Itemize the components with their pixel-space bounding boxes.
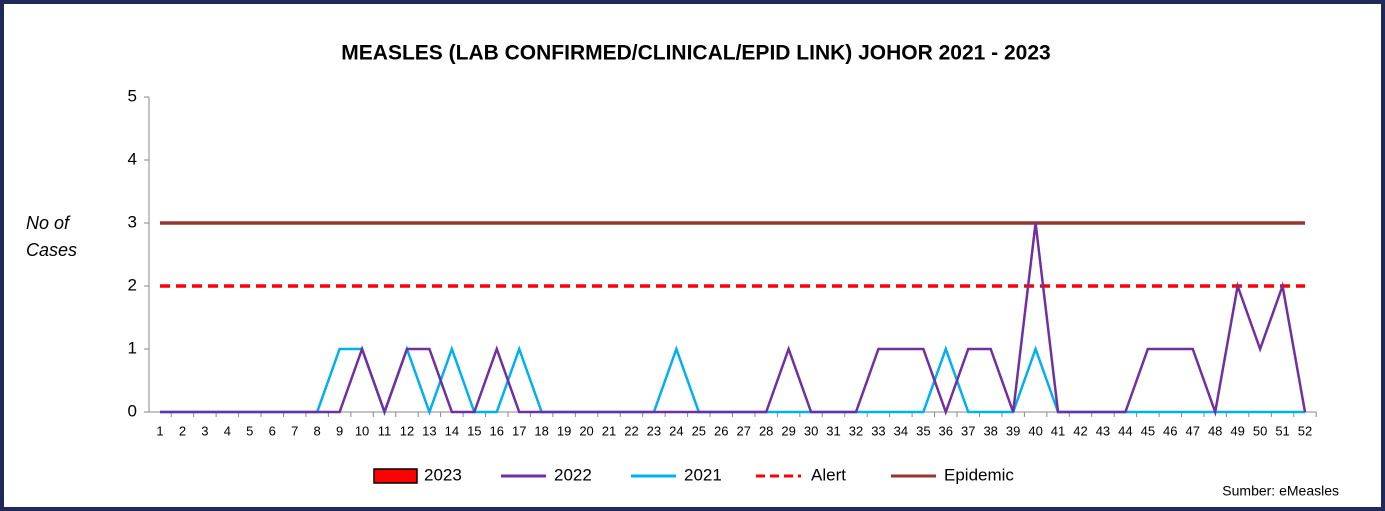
x-tick-label: 29 <box>781 423 795 438</box>
x-tick-label: 47 <box>1186 423 1200 438</box>
series-line <box>160 222 1307 417</box>
x-tick-label: 37 <box>961 423 975 438</box>
x-tick-label: 32 <box>849 423 863 438</box>
x-tick-label: 1 <box>156 423 163 438</box>
x-tick-label: 35 <box>916 423 930 438</box>
chart: MEASLES (LAB CONFIRMED/CLINICAL/EPID LIN… <box>128 42 1339 499</box>
x-tick-label: 23 <box>647 423 661 438</box>
x-tick-label: 9 <box>336 423 343 438</box>
x-tick-label: 44 <box>1118 423 1132 438</box>
x-tick-label: 6 <box>269 423 276 438</box>
legend-swatch <box>373 468 418 484</box>
x-tick-label: 19 <box>557 423 571 438</box>
y-tick-label: 2 <box>128 275 137 294</box>
x-tick-label: 24 <box>669 423 683 438</box>
x-tick-label: 26 <box>714 423 728 438</box>
y-tick-label: 1 <box>128 338 137 357</box>
series-line <box>160 345 1305 416</box>
x-tick-label: 50 <box>1253 423 1267 438</box>
x-tick-label: 49 <box>1230 423 1244 438</box>
x-tick-label: 41 <box>1051 423 1065 438</box>
x-tick-label: 36 <box>939 423 953 438</box>
x-tick-label: 34 <box>894 423 908 438</box>
x-tick-label: 28 <box>759 423 773 438</box>
legend-label: 2022 <box>554 465 592 484</box>
y-tick-label: 3 <box>128 212 137 231</box>
x-tick-label: 15 <box>467 423 481 438</box>
y-tick-label: 4 <box>128 149 137 168</box>
x-tick-label: 43 <box>1096 423 1110 438</box>
y-axis-label: No of Cases <box>26 213 78 260</box>
x-tick-label: 22 <box>624 423 638 438</box>
x-tick-label: 31 <box>826 423 840 438</box>
x-tick-label: 30 <box>804 423 818 438</box>
x-tick-label: 39 <box>1006 423 1020 438</box>
x-tick-label: 48 <box>1208 423 1222 438</box>
legend-label: 2021 <box>684 465 722 484</box>
x-tick-label: 13 <box>422 423 436 438</box>
x-tick-label: 33 <box>871 423 885 438</box>
x-tick-label: 3 <box>201 423 208 438</box>
x-tick-label: 45 <box>1141 423 1155 438</box>
x-tick-label: 27 <box>736 423 750 438</box>
x-tick-label: 4 <box>224 423 231 438</box>
legend-label: 2023 <box>424 465 462 484</box>
x-tick-label: 25 <box>692 423 706 438</box>
y-tick-label: 5 <box>128 86 137 105</box>
x-tick-label: 42 <box>1073 423 1087 438</box>
y-tick-label: 0 <box>128 401 137 420</box>
x-tick-label: 16 <box>490 423 504 438</box>
x-tick-label: 7 <box>291 423 298 438</box>
chart-title: MEASLES (LAB CONFIRMED/CLINICAL/EPID LIN… <box>341 42 1050 65</box>
x-tick-label: 46 <box>1163 423 1177 438</box>
x-tick-label: 8 <box>314 423 321 438</box>
x-tick-label: 17 <box>512 423 526 438</box>
x-tick-label: 10 <box>355 423 369 438</box>
legend-label: Epidemic <box>944 465 1014 484</box>
x-tick-label: 11 <box>378 423 392 438</box>
x-tick-label: 20 <box>579 423 593 438</box>
x-tick-label: 14 <box>445 423 459 438</box>
source: Sumber: eMeasles <box>1222 483 1339 499</box>
x-tick-label: 2 <box>179 423 186 438</box>
x-tick-label: 52 <box>1298 423 1312 438</box>
x-tick-label: 51 <box>1275 423 1289 438</box>
x-tick-label: 5 <box>246 423 253 438</box>
x-tick-label: 38 <box>983 423 997 438</box>
x-tick-label: 21 <box>602 423 616 438</box>
x-tick-label: 40 <box>1028 423 1042 438</box>
x-tick-label: 12 <box>400 423 414 438</box>
x-tick-label: 18 <box>534 423 548 438</box>
legend-label: Alert <box>811 465 846 484</box>
